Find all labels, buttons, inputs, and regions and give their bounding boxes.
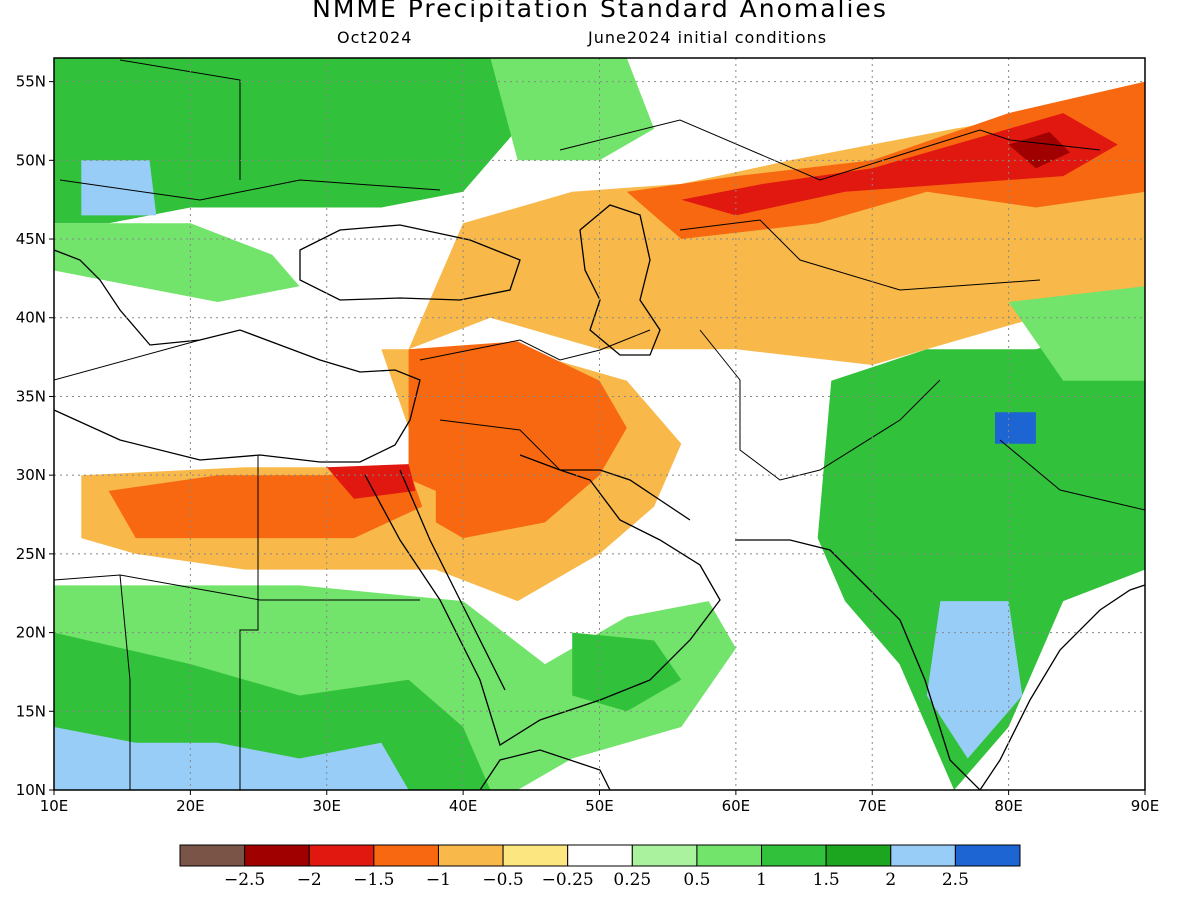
lat-tick-label: 20N [16,624,46,642]
lat-tick-label: 55N [16,73,46,91]
lat-tick-label: 50N [16,151,46,169]
anomaly-shading [54,58,1145,790]
coastlines [54,204,1145,790]
lon-tick-label: 10E [40,797,69,815]
legend-swatch [567,844,633,867]
legend-swatch [954,844,1021,867]
anomaly-region-7 [681,113,1118,216]
legend-swatch [696,844,763,867]
legend-tick-label: −2.5 [224,870,265,890]
lon-tick-label: 20E [176,797,205,815]
anomaly-region-19 [1008,286,1145,381]
graticule [54,58,1145,790]
anomaly-region-13 [326,464,416,499]
anomaly-region-1 [54,223,300,302]
map-title: NMME Precipitation Standard Anomalies [312,0,888,23]
lon-tick-label: 30E [312,797,341,815]
anomaly-region-18 [817,317,1145,790]
lat-tick-label: 30N [16,466,46,484]
color-legend: −2.5 −2 −1.5 −1 −0.5 −0.25 0.25 0.5 1 1.5 2 2.5 [179,844,1021,890]
anomaly-region-0 [54,58,518,224]
legend-tick-label: 1.5 [813,870,840,890]
anomaly-region-10 [408,341,627,539]
lon-tick-label: 60E [722,797,751,815]
lat-tick-label: 10N [16,781,46,799]
legend-tick-label: −2 [297,870,322,890]
legend-swatch [502,844,569,867]
legend-tick-label: −0.5 [482,870,523,890]
legend-tick-label: −0.25 [542,870,594,890]
legend-swatch [373,844,439,867]
legend-swatch [890,844,956,867]
lat-tick-label: 25N [16,545,46,563]
anomaly-region-16 [54,727,409,790]
lon-tick-label: 70E [858,797,887,815]
legend-tick-label: −1 [426,870,451,890]
lon-tick-label: 50E [585,797,614,815]
anomaly-region-4 [81,160,157,216]
lat-tick-label: 40N [16,309,46,327]
longitude-axis: 10E 20E 30E 40E 50E 60E 70E 80E 90E [40,790,1160,815]
legend-swatch [825,844,892,867]
country-borders [54,59,1145,790]
legend-swatch [308,844,375,867]
legend-tick-label: 2.5 [942,870,969,890]
legend-tick-label: 0.5 [683,870,710,890]
lon-tick-label: 80E [994,797,1023,815]
legend-tick-label: 0.25 [613,870,651,890]
legend-tick-label: 1 [756,870,767,890]
legend-tick-label: −1.5 [353,870,394,890]
anomaly-region-20 [926,601,1023,759]
anomaly-region-2 [490,58,655,161]
anomaly-region-21 [995,412,1036,444]
lat-tick-label: 35N [16,387,46,405]
lon-tick-label: 90E [1131,797,1160,815]
latitude-axis: 55N 50N 45N 40N 35N 30N 25N 20N 15N 10N [16,73,54,799]
lon-tick-label: 40E [449,797,478,815]
legend-tick-label: 2 [885,870,896,890]
legend-swatch [437,844,504,867]
legend-swatch [244,844,310,867]
legend-swatch [631,844,698,867]
init-conditions-label: June2024 initial conditions [588,28,828,47]
legend-swatch [179,844,246,867]
lat-tick-label: 45N [16,230,46,248]
valid-month-label: Oct2024 [337,28,413,47]
lat-tick-label: 15N [16,702,46,720]
legend-swatch [761,844,827,867]
